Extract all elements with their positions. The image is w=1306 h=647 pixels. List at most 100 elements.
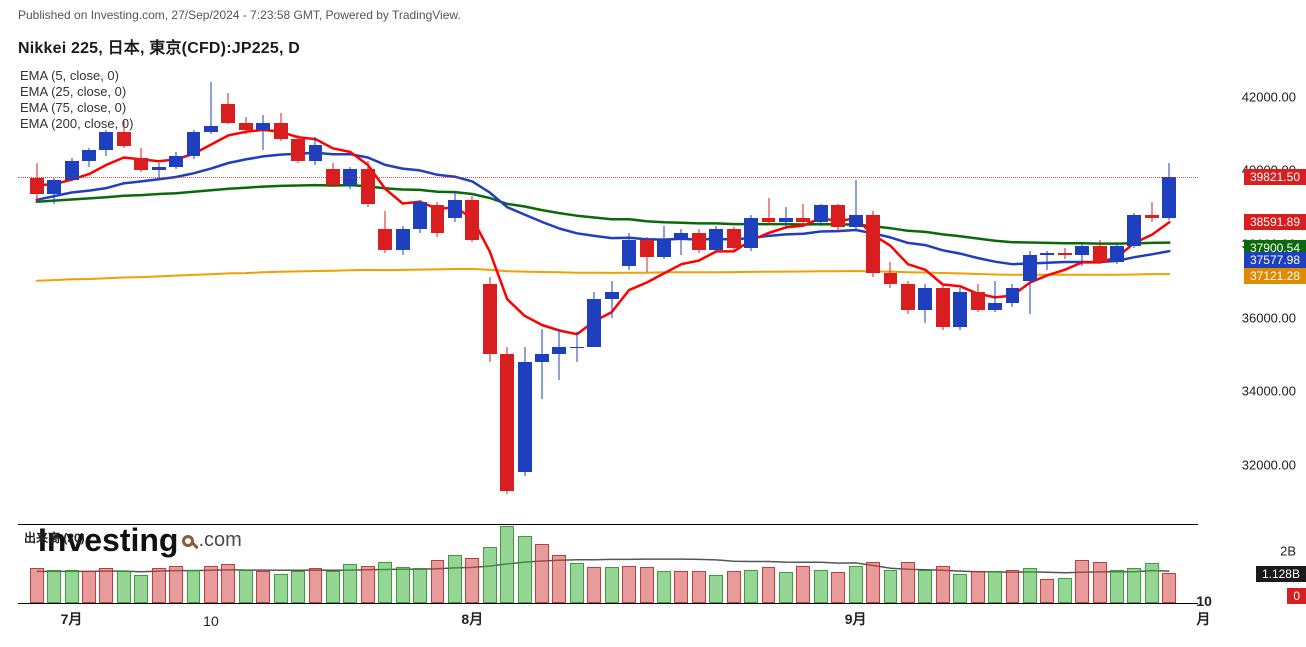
price-badge[interactable]: 37577.98 — [1244, 252, 1306, 268]
volume-bar[interactable] — [431, 560, 445, 603]
candle[interactable] — [849, 60, 863, 520]
price-badge[interactable]: 37121.28 — [1244, 268, 1306, 284]
volume-bar[interactable] — [117, 571, 131, 603]
candle[interactable] — [256, 60, 270, 520]
candle[interactable] — [326, 60, 340, 520]
price-badge[interactable]: 38591.89 — [1244, 214, 1306, 230]
volume-bar[interactable] — [640, 567, 654, 603]
candle[interactable] — [413, 60, 427, 520]
volume-bar[interactable] — [483, 547, 497, 603]
candle[interactable] — [396, 60, 410, 520]
volume-bar[interactable] — [796, 566, 810, 603]
candle[interactable] — [1127, 60, 1141, 520]
x-axis[interactable]: 7月108月9月10月 — [18, 607, 1198, 635]
volume-bar[interactable] — [866, 562, 880, 603]
price-badge[interactable]: 39821.50 — [1244, 169, 1306, 185]
candle[interactable] — [500, 60, 514, 520]
volume-bar[interactable] — [465, 558, 479, 603]
volume-bar[interactable] — [187, 570, 201, 603]
candle[interactable] — [814, 60, 828, 520]
candle[interactable] — [1040, 60, 1054, 520]
volume-bar[interactable] — [1040, 579, 1054, 603]
volume-bar[interactable] — [65, 570, 79, 603]
price-y-axis[interactable]: 32000.0034000.0036000.0038000.0040000.00… — [1198, 60, 1306, 520]
volume-bar[interactable] — [326, 571, 340, 603]
volume-bar[interactable] — [1093, 562, 1107, 603]
candle[interactable] — [971, 60, 985, 520]
candle[interactable] — [1006, 60, 1020, 520]
candle[interactable] — [692, 60, 706, 520]
candle[interactable] — [1075, 60, 1089, 520]
volume-bar[interactable] — [762, 567, 776, 603]
candle[interactable] — [918, 60, 932, 520]
candle[interactable] — [744, 60, 758, 520]
volume-bar[interactable] — [239, 570, 253, 603]
volume-bar[interactable] — [535, 544, 549, 603]
candle[interactable] — [657, 60, 671, 520]
volume-bar[interactable] — [779, 572, 793, 603]
candle[interactable] — [309, 60, 323, 520]
volume-bar[interactable] — [1006, 570, 1020, 603]
volume-bar[interactable] — [918, 570, 932, 603]
volume-bar[interactable] — [1110, 570, 1124, 603]
volume-bar[interactable] — [256, 571, 270, 603]
candle[interactable] — [82, 60, 96, 520]
volume-bar[interactable] — [605, 567, 619, 603]
volume-bar[interactable] — [709, 575, 723, 603]
candle[interactable] — [709, 60, 723, 520]
candle[interactable] — [483, 60, 497, 520]
volume-bar[interactable] — [274, 574, 288, 603]
volume-bar[interactable] — [657, 571, 671, 603]
candle[interactable] — [152, 60, 166, 520]
candle[interactable] — [47, 60, 61, 520]
candle[interactable] — [291, 60, 305, 520]
volume-bar[interactable] — [814, 570, 828, 603]
candle[interactable] — [1162, 60, 1176, 520]
trading-chart[interactable]: Published on Investing.com, 27/Sep/2024 … — [0, 0, 1306, 647]
candle[interactable] — [640, 60, 654, 520]
candle[interactable] — [727, 60, 741, 520]
volume-bar[interactable] — [30, 568, 44, 603]
volume-bar[interactable] — [396, 567, 410, 603]
volume-y-axis[interactable]: 2B1.128B0 — [1198, 524, 1306, 604]
volume-bar[interactable] — [570, 563, 584, 603]
volume-bar[interactable] — [378, 562, 392, 603]
candle[interactable] — [117, 60, 131, 520]
volume-bar[interactable] — [47, 570, 61, 603]
volume-bar[interactable] — [622, 566, 636, 603]
volume-bar[interactable] — [936, 566, 950, 603]
candle[interactable] — [1058, 60, 1072, 520]
candle[interactable] — [448, 60, 462, 520]
volume-bar[interactable] — [901, 562, 915, 603]
volume-bar[interactable] — [692, 571, 706, 603]
volume-bar[interactable] — [500, 526, 514, 603]
volume-bar[interactable] — [99, 568, 113, 603]
candle[interactable] — [762, 60, 776, 520]
volume-bar[interactable] — [727, 571, 741, 603]
volume-bar[interactable] — [1075, 560, 1089, 603]
volume-bar[interactable] — [361, 566, 375, 603]
volume-bar[interactable] — [971, 571, 985, 603]
candle[interactable] — [187, 60, 201, 520]
candle[interactable] — [936, 60, 950, 520]
volume-bar[interactable] — [448, 555, 462, 603]
candle[interactable] — [831, 60, 845, 520]
volume-bar[interactable] — [674, 571, 688, 603]
candle[interactable] — [99, 60, 113, 520]
candle[interactable] — [988, 60, 1002, 520]
volume-badge[interactable]: 0 — [1287, 588, 1306, 604]
candle[interactable] — [239, 60, 253, 520]
volume-bar[interactable] — [204, 566, 218, 603]
candle[interactable] — [30, 60, 44, 520]
volume-bar[interactable] — [82, 571, 96, 603]
candle[interactable] — [378, 60, 392, 520]
volume-bar[interactable] — [1127, 568, 1141, 603]
candle[interactable] — [1023, 60, 1037, 520]
candle[interactable] — [779, 60, 793, 520]
candle[interactable] — [953, 60, 967, 520]
candle[interactable] — [431, 60, 445, 520]
candle[interactable] — [221, 60, 235, 520]
candle[interactable] — [465, 60, 479, 520]
volume-bar[interactable] — [169, 566, 183, 603]
volume-bar[interactable] — [587, 567, 601, 603]
